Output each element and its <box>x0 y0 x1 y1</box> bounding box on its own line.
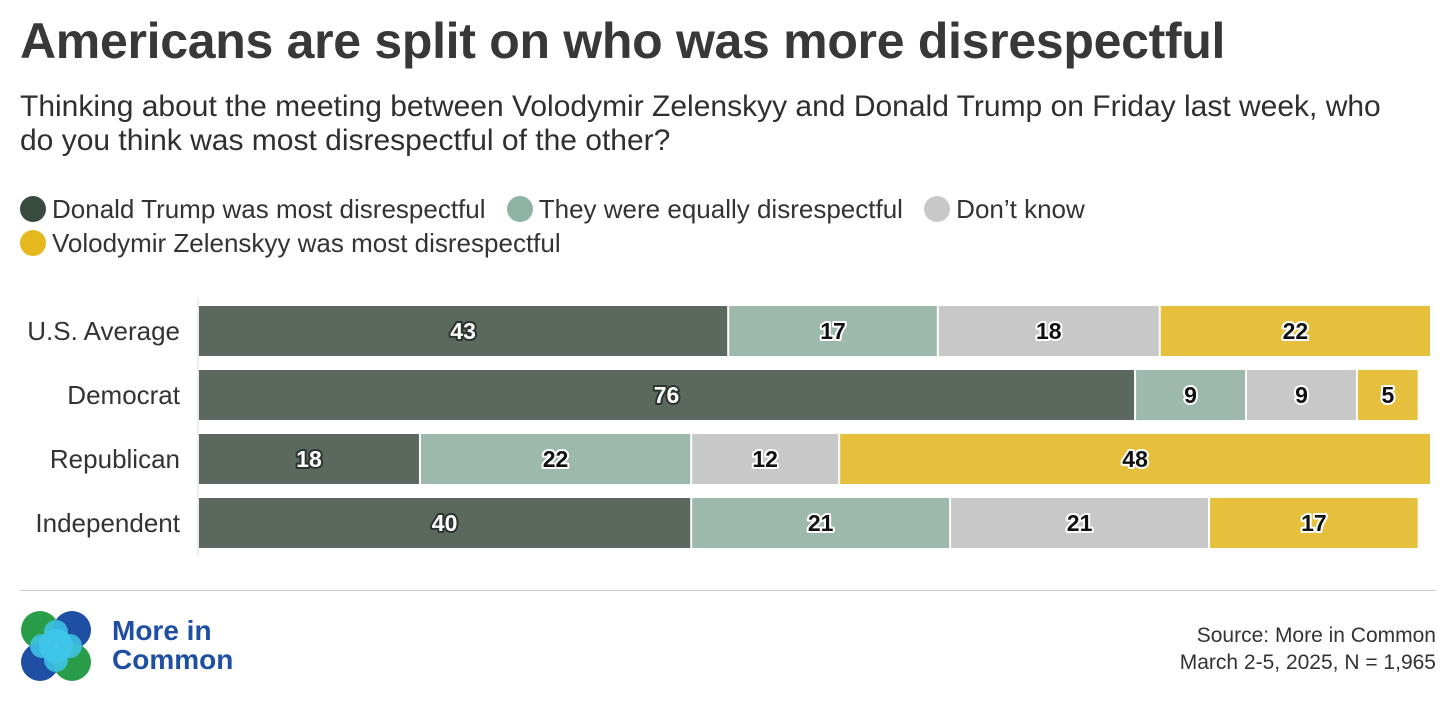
bar-segment-dontknow <box>692 434 839 484</box>
source-line1: Source: More in Common <box>1196 624 1436 647</box>
data-label-trump: 40 <box>432 510 458 536</box>
legend-item-equal: They were equally disrespectful <box>506 192 903 226</box>
data-label-zelenskyy: 22 <box>1283 318 1309 344</box>
legend-label-trump: Donald Trump was most disrespectful <box>52 193 486 224</box>
bar-segment-trump <box>199 434 419 484</box>
bar-segment-dontknow <box>1247 370 1357 420</box>
legend-row-1: Donald Trump was most disrespectful They… <box>20 192 1220 226</box>
source-note: Source: More in Common March 2-5, 2025, … <box>1180 622 1436 676</box>
data-label-trump: 18 <box>296 446 322 472</box>
bar-segment-equal <box>420 434 691 484</box>
data-label-dontknow: 9 <box>1295 382 1308 408</box>
data-label-equal: 22 <box>543 446 569 472</box>
category-label: Republican <box>50 444 180 474</box>
data-label-equal: 9 <box>1184 382 1197 408</box>
source-line2: March 2-5, 2025, N = 1,965 <box>1179 651 1436 674</box>
legend-label-dontknow: Don’t know <box>956 193 1085 224</box>
data-label-zelenskyy: 17 <box>1301 510 1327 536</box>
stacked-bar-chart: U.S. Average 43 17 18 22 Democrat 76 9 9 5 Republi… <box>27 298 1430 556</box>
bar-segment-zelenskyy <box>840 434 1430 484</box>
legend-swatch-dontknow <box>924 196 951 222</box>
legend-item-trump: Donald Trump was most disrespectful <box>20 192 486 226</box>
brand-name-line2: Common <box>112 644 234 675</box>
data-label-equal: 17 <box>820 318 846 344</box>
bar-segment-equal <box>692 498 950 548</box>
legend-item-zelenskyy: Volodymir Zelenskyy was most disrespectf… <box>20 226 561 260</box>
data-label-dontknow: 12 <box>752 446 778 472</box>
brand-name: More in Common <box>112 616 233 674</box>
footer-divider <box>20 590 1436 591</box>
legend-swatch-equal <box>506 196 533 222</box>
legend: Donald Trump was most disrespectful They… <box>20 192 1220 260</box>
chart-subtitle: Thinking about the meeting between Volod… <box>20 90 1381 157</box>
data-label-dontknow: 18 <box>1036 318 1062 344</box>
bar-segment-zelenskyy <box>1358 370 1418 420</box>
legend-item-dontknow: Don’t know <box>924 192 1085 226</box>
legend-label-zelenskyy: Volodymir Zelenskyy was most disrespectf… <box>52 227 561 258</box>
category-label: Independent <box>35 508 180 538</box>
bar-segment-dontknow <box>938 306 1159 356</box>
data-label-trump: 76 <box>654 382 680 408</box>
chart-title: Americans are split on who was more disr… <box>20 13 1226 69</box>
bar-segment-equal <box>729 306 937 356</box>
bar-segment-trump <box>199 370 1135 420</box>
bar-segment-equal <box>1136 370 1246 420</box>
legend-label-equal: They were equally disrespectful <box>538 193 903 224</box>
bar-segment-zelenskyy <box>1210 498 1418 548</box>
category-label: U.S. Average <box>27 316 180 346</box>
bar-segment-zelenskyy <box>1160 306 1430 356</box>
bar-segment-trump <box>199 498 691 548</box>
legend-swatch-zelenskyy <box>20 230 46 256</box>
data-label-dontknow: 21 <box>1067 510 1093 536</box>
more-in-common-logo-icon <box>21 611 91 681</box>
legend-swatch-trump <box>20 196 46 222</box>
bar-segment-dontknow <box>951 498 1209 548</box>
data-label-equal: 21 <box>808 510 834 536</box>
data-label-trump: 43 <box>450 318 476 344</box>
legend-row-2: Volodymir Zelenskyy was most disrespectf… <box>20 226 1220 260</box>
data-label-zelenskyy: 5 <box>1381 382 1394 408</box>
data-label-zelenskyy: 48 <box>1122 446 1148 472</box>
brand-name-line1: More in <box>112 615 212 646</box>
category-label: Democrat <box>67 380 180 410</box>
bar-segment-trump <box>199 306 728 356</box>
